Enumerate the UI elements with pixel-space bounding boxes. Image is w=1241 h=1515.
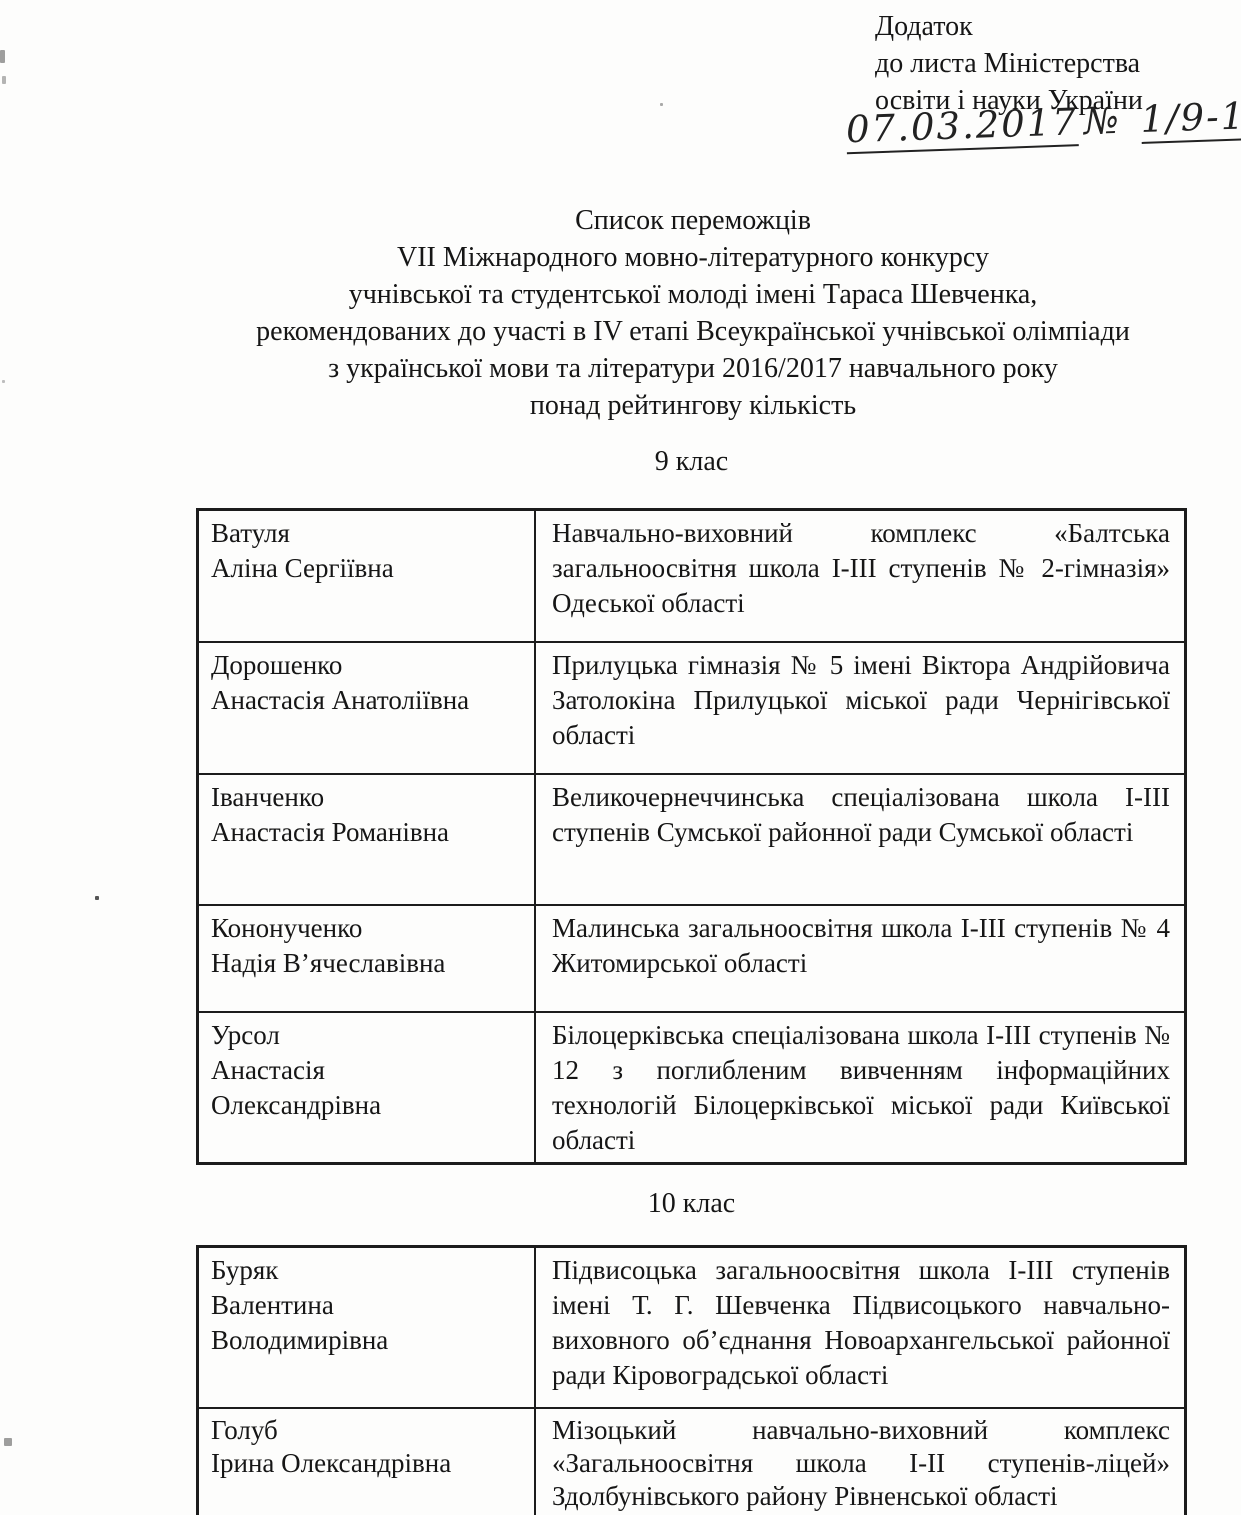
student-name-cell: Голуб Ірина Олександрівна bbox=[211, 1415, 452, 1478]
student-name-cell: Буряк Валентина Володимирівна bbox=[211, 1255, 389, 1356]
student-name-cell: Ватуля Аліна Сергіївна bbox=[211, 518, 394, 584]
table-row: Кононученко Надія В’ячеславівна Малинськ… bbox=[199, 904, 1184, 1011]
table-row: Урсол Анастасія Олександрівна Білоцерків… bbox=[199, 1011, 1184, 1163]
title-line: VII Міжнародного мовно-літературного кон… bbox=[397, 242, 989, 273]
table-row: Голуб Ірина Олександрівна Мізоцький навч… bbox=[199, 1407, 1184, 1515]
title-line: учнівської та студентської молоді імені … bbox=[348, 279, 1038, 310]
title-line: понад рейтингову кількість bbox=[529, 390, 857, 421]
title-line: рекомендованих до участі в IV етапі Всеу… bbox=[256, 316, 1130, 347]
scan-artifact bbox=[660, 103, 663, 106]
school-cell: Мізоцький навчально-виховний комплекс «З… bbox=[534, 1409, 1184, 1515]
handwritten-date: 07.03.2017 bbox=[845, 100, 1079, 155]
appendix-reference-block: Додаток до листа Міністерства освіти і н… bbox=[875, 8, 1215, 119]
scan-artifact bbox=[95, 896, 99, 900]
scan-artifact bbox=[4, 1438, 12, 1446]
scan-artifact bbox=[2, 76, 6, 84]
title-line: з української мови та літератури 2016/20… bbox=[328, 353, 1058, 384]
school-cell: Малинська загальноосвітня школа I-III ст… bbox=[534, 906, 1184, 1011]
scan-artifact bbox=[2, 380, 5, 383]
table-row: Ватуля Аліна Сергіївна Навчально-виховни… bbox=[199, 511, 1184, 641]
appendix-line: Додаток bbox=[875, 11, 973, 42]
school-cell: Навчально-виховний комплекс «Балтська за… bbox=[534, 511, 1184, 641]
handwritten-number-sign: № bbox=[1083, 98, 1122, 143]
appendix-line: до листа Міністерства bbox=[875, 48, 1141, 79]
section-heading-grade-9: 9 клас bbox=[654, 446, 729, 477]
title-line: Список переможців bbox=[575, 205, 811, 236]
school-cell: Прилуцька гімназія № 5 імені Віктора Анд… bbox=[534, 643, 1184, 773]
student-name-cell: Іванченко Анастасія Романівна bbox=[211, 782, 450, 848]
section-heading-grade-10: 10 клас bbox=[647, 1188, 736, 1219]
winners-table-grade-9: Ватуля Аліна Сергіївна Навчально-виховни… bbox=[196, 508, 1187, 1166]
table-row: Іванченко Анастасія Романівна Великочерн… bbox=[199, 773, 1184, 904]
student-name-cell: Дорошенко Анастасія Анатоліївна bbox=[211, 650, 470, 716]
winners-table-grade-10: Буряк Валентина Володимирівна Підвисоцьк… bbox=[196, 1245, 1187, 1515]
appendix-line: освіти і науки України bbox=[875, 85, 1143, 116]
student-name-cell: Урсол Анастасія Олександрівна bbox=[211, 1020, 382, 1121]
table-row: Буряк Валентина Володимирівна Підвисоцьк… bbox=[199, 1248, 1184, 1407]
student-name-cell: Кононученко Надія В’ячеславівна bbox=[211, 913, 446, 979]
handwritten-number: 1/9-133 bbox=[1139, 92, 1241, 144]
school-cell: Підвисоцька загальноосвітня школа I-III … bbox=[534, 1248, 1184, 1407]
document-title: Список переможців VII Міжнародного мовно… bbox=[145, 202, 1241, 424]
school-cell: Білоцерківська спеціалізована школа I-II… bbox=[534, 1013, 1184, 1163]
school-cell: Великочернеччинська спеціалізована школа… bbox=[534, 775, 1184, 904]
table-row: Дорошенко Анастасія Анатоліївна Прилуцьк… bbox=[199, 641, 1184, 773]
scan-artifact bbox=[0, 50, 5, 63]
